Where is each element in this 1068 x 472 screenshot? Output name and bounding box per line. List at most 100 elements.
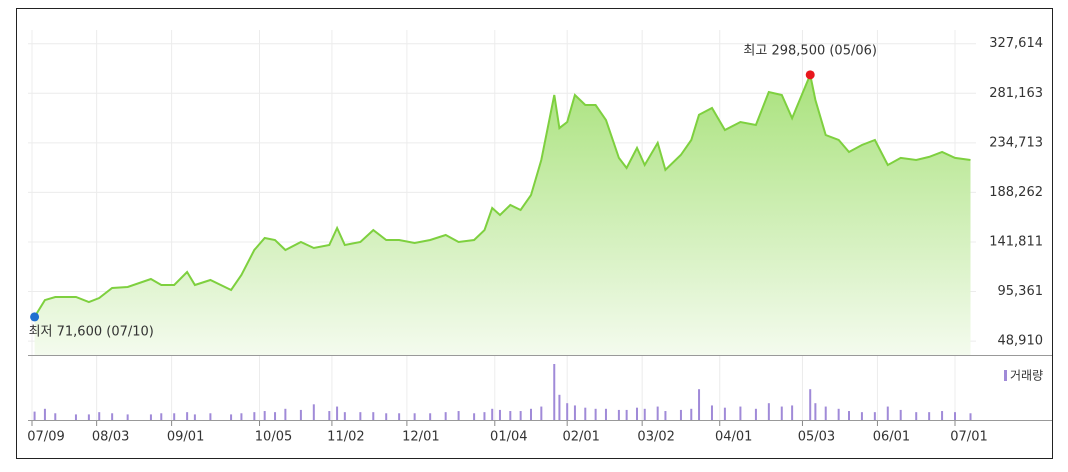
volume-bar: [491, 408, 494, 420]
volume-bar: [710, 405, 713, 420]
volume-bar: [111, 413, 114, 420]
volume-bar: [814, 403, 817, 420]
area-fill: [34, 74, 971, 356]
volume-bar: [698, 389, 701, 420]
volume-bar: [643, 408, 646, 420]
volume-bar: [253, 412, 256, 420]
volume-bar: [915, 412, 918, 420]
volume-bar: [149, 414, 152, 420]
volume-bar: [723, 407, 726, 420]
volume-bar: [899, 409, 902, 420]
x-tick-label: 08/03: [92, 430, 129, 445]
volume-bar: [457, 411, 460, 420]
volume-bar: [837, 408, 840, 420]
volume-bar: [126, 414, 129, 420]
volume-bar: [429, 413, 432, 420]
volume-bar: [690, 408, 693, 420]
volume-bar: [240, 413, 243, 420]
volume-bar: [230, 414, 233, 420]
y-tick-label: 327,614: [989, 36, 1043, 51]
volume-bar: [954, 412, 956, 420]
x-tick-label: 02/01: [562, 430, 599, 445]
volume-bar: [617, 409, 620, 420]
volume-bar: [886, 406, 889, 420]
volume-bar: [498, 409, 501, 420]
volume-bar: [413, 413, 416, 420]
volume-bar: [209, 413, 212, 420]
volume-bar: [625, 409, 628, 420]
volume-bar: [754, 408, 757, 420]
volume-bar: [186, 412, 189, 420]
volume-bar: [519, 411, 522, 420]
volume-bar: [860, 412, 863, 420]
volume-bar: [98, 412, 101, 420]
volume-bar: [540, 406, 543, 420]
volume-bar: [336, 406, 339, 420]
volume-bar: [74, 414, 77, 420]
volume-bar: [173, 413, 176, 420]
x-tick-label: 04/01: [715, 430, 752, 445]
x-tick-label: 11/02: [327, 430, 364, 445]
y-tick-label: 234,713: [989, 135, 1043, 150]
annotation-label: 최고 298,500 (05/06): [743, 43, 877, 58]
volume-bar: [969, 413, 972, 420]
plot: [30, 70, 972, 420]
volume-bar: [780, 406, 783, 420]
volume-bar: [263, 411, 266, 420]
x-tick-label: 10/05: [255, 430, 292, 445]
volume-bar: [847, 411, 850, 420]
volume-bar: [398, 413, 401, 420]
y-tick-label: 95,361: [998, 284, 1044, 299]
volume-bar: [312, 404, 315, 420]
y-tick-label: 281,163: [989, 86, 1043, 101]
volume-bar: [43, 408, 46, 420]
x-tick-label: 07/09: [27, 430, 64, 445]
x-tick-label: 12/01: [402, 430, 439, 445]
volume-bar: [509, 411, 512, 420]
volume-bar: [635, 407, 638, 420]
volume-bar: [739, 406, 742, 420]
volume-bar: [573, 405, 576, 420]
volume-bar: [529, 408, 532, 420]
volume-bar: [584, 407, 587, 420]
y-tick-label: 48,910: [998, 334, 1044, 349]
extreme-dot: [805, 70, 815, 80]
volume-bar: [809, 389, 812, 420]
x-tick-label: 03/02: [637, 430, 674, 445]
volume-bar: [566, 403, 569, 420]
x-tick-label: 07/01: [950, 430, 987, 445]
volume-bar: [385, 413, 388, 420]
legend-swatch: [1004, 370, 1007, 381]
volume-bar: [679, 409, 682, 420]
volume-bar: [873, 412, 876, 420]
x-tick-label: 05/03: [798, 430, 835, 445]
volume-bar: [193, 414, 196, 420]
volume-bar: [160, 413, 163, 420]
volume-bar: [928, 412, 931, 420]
y-tick-label: 188,262: [989, 185, 1043, 200]
volume-bar: [483, 412, 486, 420]
volume-bar: [54, 413, 57, 420]
volume-bar: [664, 411, 667, 420]
volume-bar: [824, 406, 827, 420]
extreme-dot: [30, 312, 40, 322]
volume-bar: [473, 413, 476, 420]
volume-bar: [87, 414, 90, 420]
volume-bar: [274, 412, 277, 420]
legend-label: 거래량: [1010, 369, 1043, 383]
annotation-label: 최저 71,600 (07/10): [29, 324, 154, 339]
volume-bar: [604, 408, 607, 420]
volume-bar: [594, 408, 597, 420]
volume-bar: [359, 412, 362, 420]
volume-bar: [558, 394, 561, 420]
x-tick-label: 06/01: [873, 430, 910, 445]
volume-bar: [553, 364, 556, 420]
volume-bar: [372, 412, 375, 420]
volume-bar: [343, 412, 346, 420]
y-tick-label: 141,811: [989, 234, 1043, 249]
volume-bar: [791, 405, 794, 420]
x-tick-label: 09/01: [167, 430, 204, 445]
volume-bar: [33, 411, 36, 420]
volume-bar: [328, 411, 331, 420]
